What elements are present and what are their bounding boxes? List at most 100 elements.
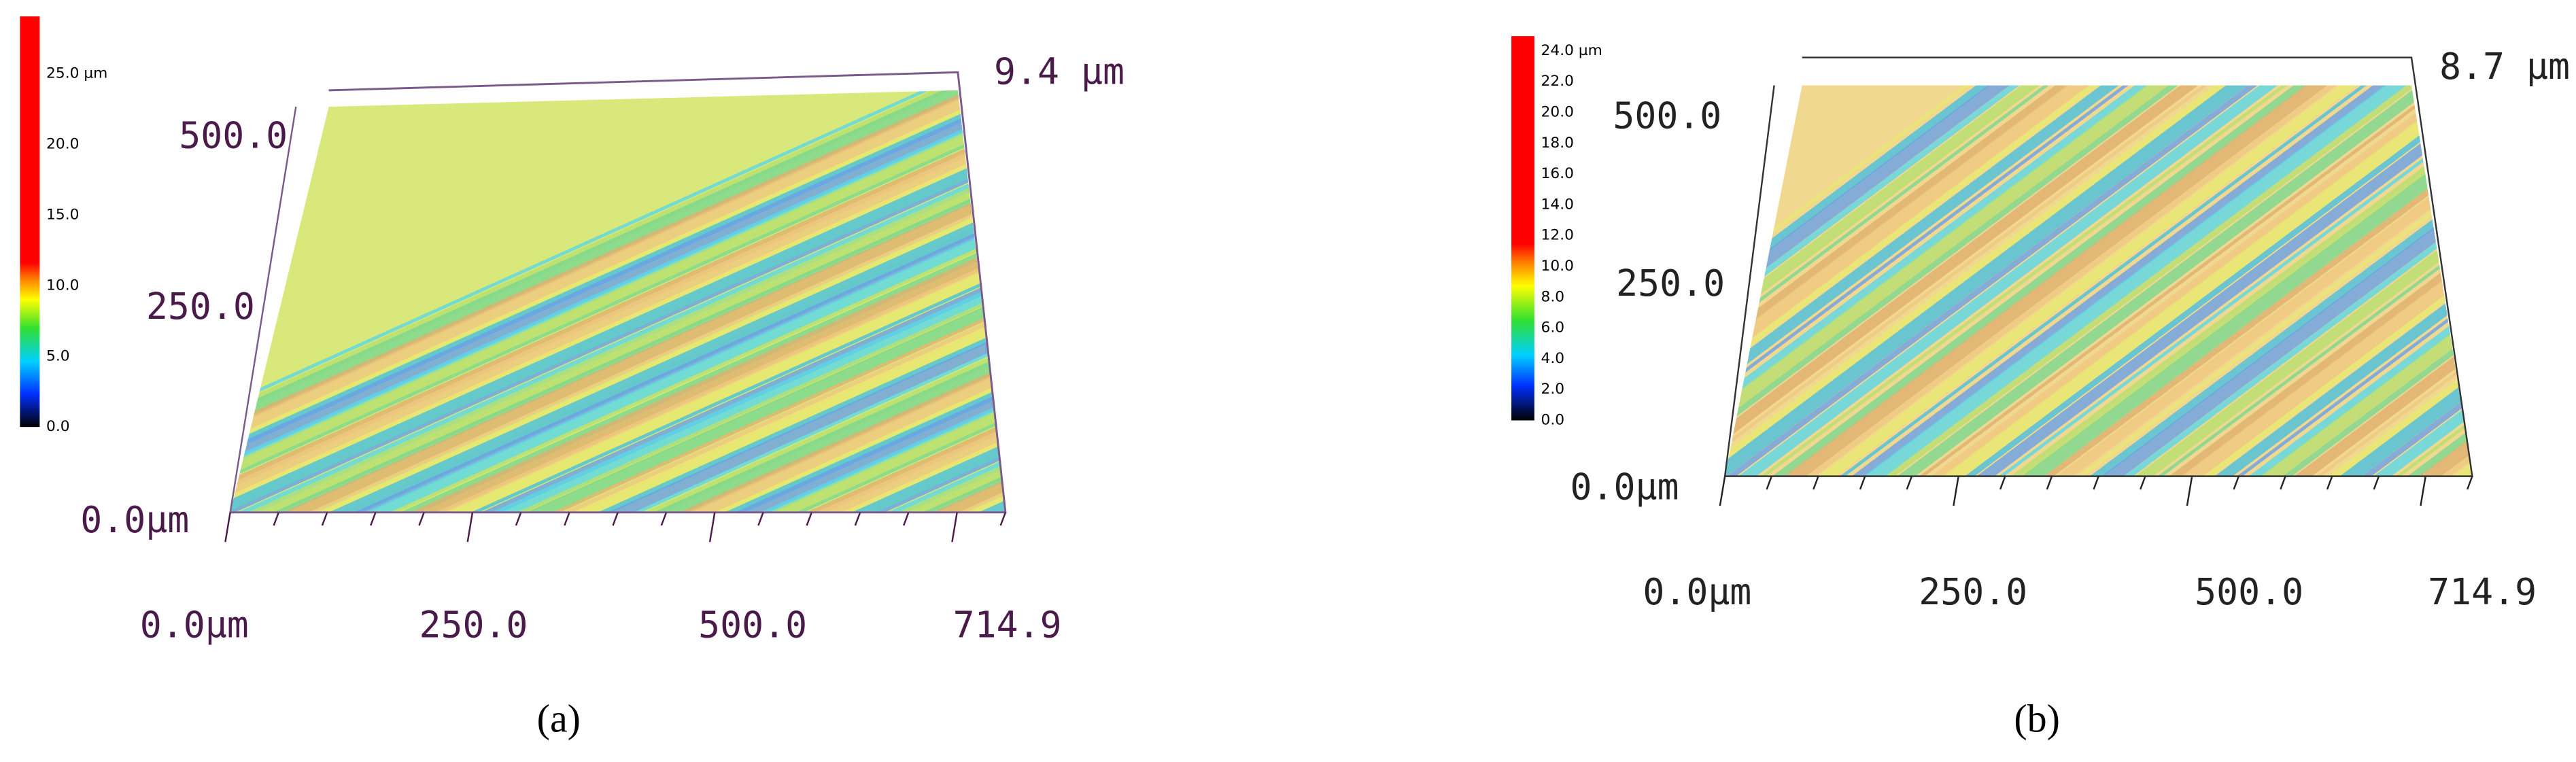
stripe [230, 90, 1006, 513]
stripe [239, 90, 1006, 513]
x-axis-label: 250.0 [419, 604, 528, 646]
stripe [453, 90, 1006, 513]
height-label: 8.7 µm [2439, 46, 2570, 88]
stripe [2220, 85, 2473, 477]
stripe [230, 90, 1006, 513]
stripe [230, 90, 1006, 513]
colorbar [20, 16, 40, 428]
stripe [419, 90, 1006, 513]
stripe [2154, 85, 2473, 477]
stripe [2331, 85, 2473, 477]
axis-tick [660, 512, 668, 526]
stripe [2346, 85, 2473, 477]
colorbar-label: 12.0 [1541, 227, 1574, 244]
x-axis-label: 0.0µm [1643, 571, 1751, 613]
stripe [402, 90, 1006, 513]
stripe [549, 90, 1006, 513]
axis-tick [1719, 476, 1726, 506]
stripe [727, 90, 1006, 513]
colorbar-label: 10.0 [46, 277, 79, 294]
axis-tick [903, 512, 910, 526]
stripe [2571, 16, 2576, 525]
stripe [230, 90, 1006, 513]
stripe [2555, 16, 2576, 525]
stripe [258, 90, 1006, 513]
stripe [1963, 85, 2473, 477]
stripe [305, 90, 1006, 513]
colorbar-label: 6.0 [1541, 319, 1565, 336]
stripe [435, 90, 1006, 513]
stripe [230, 90, 1006, 513]
stripe [230, 90, 1006, 513]
stripe [1757, 85, 2443, 477]
stripe [564, 90, 1006, 513]
stripe [230, 90, 1006, 513]
axis-tick [2186, 476, 2193, 506]
stripe [230, 90, 1006, 513]
stripe [1725, 85, 2316, 477]
stripe [1934, 85, 2473, 477]
stripe [2061, 85, 2473, 477]
colorbar-label: 25.0 µm [46, 65, 107, 82]
axis-tick [708, 512, 716, 542]
axis-tick [2093, 476, 2099, 490]
axis-tick [2467, 476, 2473, 490]
axis-tick [418, 512, 425, 526]
colorbar-label: 16.0 [1541, 165, 1574, 182]
stripe [230, 90, 1006, 513]
stripe [290, 90, 1006, 513]
axis-tick [2373, 476, 2380, 490]
stripe [1837, 85, 2473, 477]
stripe [582, 90, 1006, 513]
stripe [1725, 85, 2140, 477]
stripe [1725, 85, 2412, 477]
axis-tick [854, 512, 861, 526]
stripe [696, 90, 1006, 513]
x-axis-label: 500.0 [2195, 571, 2303, 613]
axis-tick [757, 512, 764, 526]
stripe [778, 90, 1006, 513]
x-axis-label: 714.9 [2428, 571, 2537, 613]
stripe [1725, 85, 2347, 477]
axis-tick [515, 512, 522, 526]
stripe [630, 90, 1006, 513]
stripe [1725, 85, 2060, 477]
stripe [1725, 85, 2205, 477]
stripe [1725, 85, 2219, 477]
stripe [1725, 85, 2188, 477]
stripe [1725, 85, 2108, 477]
axis-tick [806, 512, 813, 526]
axis-tick [951, 512, 958, 542]
stripe [1725, 85, 2267, 477]
stripe [230, 90, 1006, 513]
colorbar-label: 0.0 [46, 418, 70, 435]
stripe [1981, 85, 2473, 477]
axis-tick [2326, 476, 2333, 490]
axis-tick [564, 512, 570, 526]
stripe [744, 90, 1006, 513]
stripe [1725, 85, 2285, 477]
stripe [793, 90, 1006, 513]
axis-tick [1999, 476, 2006, 490]
stripe [598, 90, 1006, 513]
stripe [1725, 85, 2333, 477]
colorbar-label: 5.0 [46, 347, 70, 364]
stripe [646, 90, 1006, 513]
stripe [2014, 85, 2473, 477]
panel-a: 25.0 µm 20.0 15.0 10.0 5.0 0.0 9.4 µm 500.0 250.… [20, 16, 1124, 740]
stripe [2028, 85, 2473, 477]
stripe [1948, 85, 2473, 477]
stripe [2234, 85, 2473, 477]
stripe [1725, 85, 2364, 477]
axis-tick [2420, 476, 2426, 506]
axis-tick [224, 512, 231, 542]
frame [229, 106, 297, 513]
axis-tick [1766, 476, 1772, 490]
x-axis-label: 0.0µm [140, 604, 249, 646]
stripe [516, 90, 1006, 513]
stripe [1725, 85, 2174, 477]
stripe [534, 90, 1006, 513]
y-axis-label: 0.0µm [80, 499, 189, 541]
stripe [679, 90, 1006, 513]
